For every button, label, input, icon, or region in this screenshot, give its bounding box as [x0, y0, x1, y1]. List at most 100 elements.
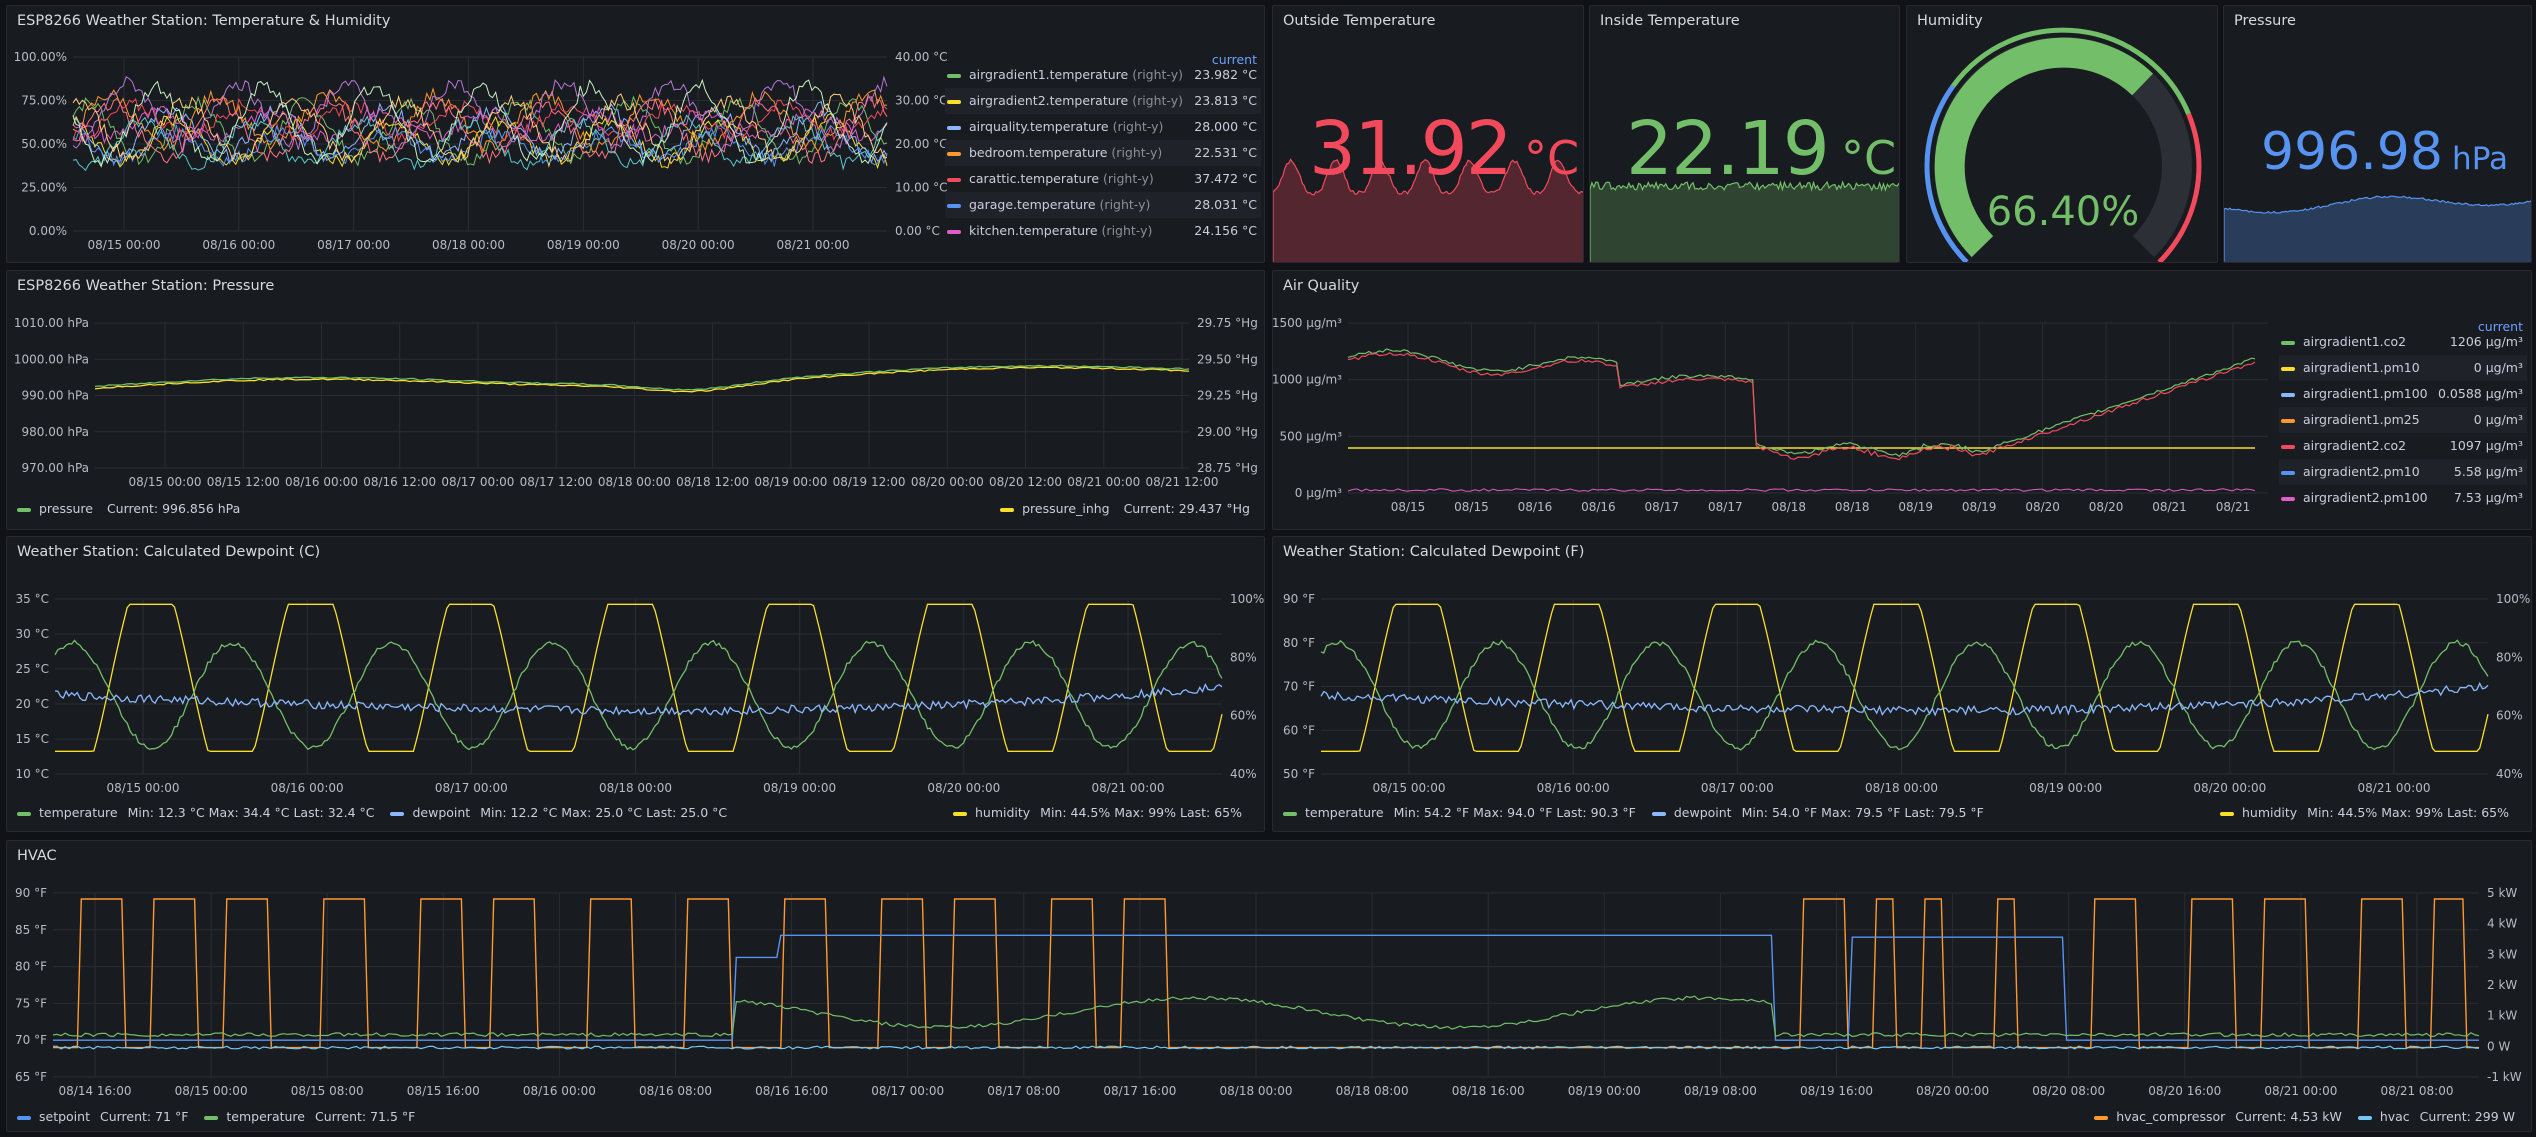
- dewpoint-f-chart[interactable]: 90 °F 80 °F 70 °F 60 °F 50 °F 100% 80% 60% 40% 08…: [1273, 537, 2532, 832]
- y-tick-label: 80 °F: [15, 960, 47, 974]
- y2-tick-label: 60%: [2496, 709, 2523, 723]
- x-tick-label: 08/15 00:00: [129, 475, 202, 489]
- x-tick-label: 08/20 00:00: [662, 238, 735, 252]
- panel-title[interactable]: Inside Temperature: [1600, 13, 1740, 29]
- legend-swatch: [2281, 497, 2295, 501]
- x-tick-label: 08/16 00:00: [285, 475, 358, 489]
- panel-title[interactable]: Pressure: [2234, 13, 2296, 29]
- y2-tick-label: 2 kW: [2487, 978, 2517, 992]
- legend-value: 0.0588 µg/m³: [2438, 386, 2523, 401]
- y2-tick-label: 100%: [2496, 592, 2530, 606]
- legend-row[interactable]: carattic.temperature (right-y) 37.472 °C: [945, 166, 1261, 192]
- humidity-gauge: [1924, 27, 2202, 262]
- x-tick-label: 08/15: [1391, 500, 1426, 514]
- x-tick-label: 08/17 00:00: [317, 238, 390, 252]
- hvac-legend[interactable]: setpoint Current: 71 °F temperature Curr…: [11, 1109, 421, 1124]
- x-tick-label: 08/16 08:00: [639, 1084, 712, 1098]
- x-tick-label: 08/16 00:00: [1537, 781, 1610, 795]
- legend-swatch: [947, 230, 961, 234]
- legend-name: airgradient1.temperature (right-y): [969, 67, 1183, 82]
- pressure-legend-right[interactable]: pressure_inhg Current: 29.437 °Hg: [994, 501, 1256, 516]
- legend-name: airgradient2.pm10: [2303, 464, 2420, 479]
- temp-series: [72, 93, 888, 165]
- legend-value: 5.58 µg/m³: [2453, 464, 2523, 479]
- co2-series-2: [1347, 352, 2256, 461]
- hvac-chart[interactable]: 90 °F 85 °F 80 °F 75 °F 70 °F 65 °F 5 kW 4 kW 3 …: [7, 841, 2532, 1132]
- dewpoint-c-chart[interactable]: 35 °C 30 °C 25 °C 20 °C 15 °C 10 °C 100% 80% 60%…: [7, 537, 1265, 832]
- legend-row[interactable]: kitchen.temperature (right-y) 24.156 °C: [945, 218, 1261, 244]
- dewpoint-f-legend[interactable]: temperature Min: 54.2 °F Max: 94.0 °F La…: [1277, 805, 1990, 820]
- outside-sparkline: [1273, 158, 1583, 262]
- y-tick-label: 75.00%: [21, 94, 67, 108]
- legend-row[interactable]: bedroom.temperature (right-y) 22.531 °C: [945, 140, 1261, 166]
- dewpoint-c-legend-right[interactable]: humidity Min: 44.5% Max: 99% Last: 65%: [947, 805, 1248, 820]
- panel-title[interactable]: ESP8266 Weather Station: Temperature & H…: [17, 13, 391, 29]
- panel-title[interactable]: Weather Station: Calculated Dewpoint (F): [1283, 544, 1585, 560]
- pressure-panel: ESP8266 Weather Station: Pressure 1010.0…: [6, 270, 1265, 530]
- legend-name: humidity: [974, 805, 1031, 820]
- legend-name: airgradient2.pm100: [2303, 490, 2428, 505]
- legend-name: pressure_inhg: [1022, 501, 1110, 516]
- legend-value: 1206 µg/m³: [2449, 334, 2523, 349]
- legend-name: airgradient1.co2: [2303, 334, 2407, 349]
- humidity-series: [55, 603, 1223, 752]
- legend-swatch: [1651, 811, 1666, 816]
- y2-tick-label: 10.00 °C: [895, 181, 948, 195]
- legend-name: airquality.temperature (right-y): [969, 119, 1164, 134]
- x-tick-label: 08/15 00:00: [107, 781, 180, 795]
- y-tick-label: 25 °C: [16, 662, 49, 676]
- y-tick-label: 65 °F: [15, 1070, 47, 1084]
- panel-title[interactable]: Air Quality: [1283, 278, 1360, 294]
- legend-row[interactable]: garage.temperature (right-y) 28.031 °C: [945, 192, 1261, 218]
- legend-row[interactable]: airgradient1.pm25 0 µg/m³: [2279, 407, 2527, 433]
- legend-header[interactable]: current: [2477, 319, 2523, 334]
- x-tick-label: 08/19 16:00: [1800, 1084, 1873, 1098]
- legend-row[interactable]: airgradient2.temperature (right-y) 23.813…: [945, 88, 1261, 114]
- legend-header[interactable]: current: [1211, 52, 1257, 67]
- panel-title[interactable]: Outside Temperature: [1283, 13, 1436, 29]
- panel-title[interactable]: Weather Station: Calculated Dewpoint (C): [17, 544, 321, 560]
- legend-swatch: [2281, 445, 2295, 449]
- legend-row[interactable]: airgradient1.pm10 0 µg/m³: [2279, 355, 2527, 381]
- legend-swatch: [2357, 1115, 2372, 1120]
- legend-value: 7.53 µg/m³: [2453, 490, 2523, 505]
- legend-swatch: [1283, 811, 1297, 816]
- y-tick-label: 1500 µg/m³: [1273, 316, 1342, 330]
- legend-row[interactable]: airgradient1.temperature (right-y) 23.982…: [945, 62, 1261, 88]
- legend-row[interactable]: airgradient1.co2 1206 µg/m³: [2279, 329, 2527, 355]
- x-tick-label: 08/19 00:00: [754, 475, 827, 489]
- pressure-chart[interactable]: 1010.00 hPa 1000.00 hPa 990.00 hPa 980.00 h…: [7, 271, 1265, 530]
- y-tick-label: 50 °F: [1283, 767, 1315, 781]
- panel-title[interactable]: HVAC: [17, 848, 57, 864]
- panel-title[interactable]: Humidity: [1917, 13, 1983, 29]
- x-tick-label: 08/18: [1771, 500, 1806, 514]
- x-tick-label: 08/20 12:00: [989, 475, 1062, 489]
- x-tick-label: 08/19 00:00: [1568, 1084, 1641, 1098]
- legend-row[interactable]: airgradient2.pm10 5.58 µg/m³: [2279, 459, 2527, 485]
- pressure-legend-left[interactable]: pressure Current: 996.856 hPa: [11, 501, 246, 516]
- x-tick-label: 08/21: [2152, 500, 2187, 514]
- dewpoint-f-legend-right[interactable]: humidity Min: 44.5% Max: 99% Last: 65%: [2214, 805, 2515, 820]
- y-tick-label: 1000.00 hPa: [14, 352, 89, 366]
- legend-row[interactable]: airgradient2.co2 1097 µg/m³: [2279, 433, 2527, 459]
- dewpoint-c-legend[interactable]: temperature Min: 12.3 °C Max: 34.4 °C La…: [11, 805, 733, 820]
- y2-tick-label: 30.00 °C: [895, 94, 948, 108]
- panel-title[interactable]: ESP8266 Weather Station: Pressure: [17, 278, 275, 294]
- x-tick-label: 08/17: [1708, 500, 1743, 514]
- y-tick-label: 0.00%: [29, 224, 67, 238]
- y2-tick-label: 40%: [2496, 767, 2523, 781]
- legend-row[interactable]: airgradient2.pm100 7.53 µg/m³: [2279, 485, 2527, 511]
- y-tick-label: 90 °F: [1283, 592, 1315, 606]
- temp-series: [72, 78, 888, 168]
- legend-row[interactable]: airgradient1.pm100 0.0588 µg/m³: [2279, 381, 2527, 407]
- temp-humidity-chart[interactable]: 100.00% 75.00% 50.00% 25.00% 0.00% 40.00 °C 30…: [7, 6, 1265, 263]
- hvac-legend-right[interactable]: hvac_compressor Current: 4.53 kW hvac Cu…: [2088, 1109, 2521, 1124]
- legend-value: 23.813 °C: [1194, 93, 1257, 108]
- legend-name: hvac_compressor: [2116, 1109, 2226, 1124]
- air-quality-chart[interactable]: 1500 µg/m³ 1000 µg/m³ 500 µg/m³ 0 µg/m³ 08/1…: [1273, 271, 2532, 530]
- legend-name: airgradient1.pm10: [2303, 360, 2420, 375]
- legend-row[interactable]: airquality.temperature (right-y) 28.000 °…: [945, 114, 1261, 140]
- y2-tick-label: 1 kW: [2487, 1009, 2517, 1023]
- x-tick-label: 08/16 00:00: [523, 1084, 596, 1098]
- temperature-series: [1320, 639, 2489, 751]
